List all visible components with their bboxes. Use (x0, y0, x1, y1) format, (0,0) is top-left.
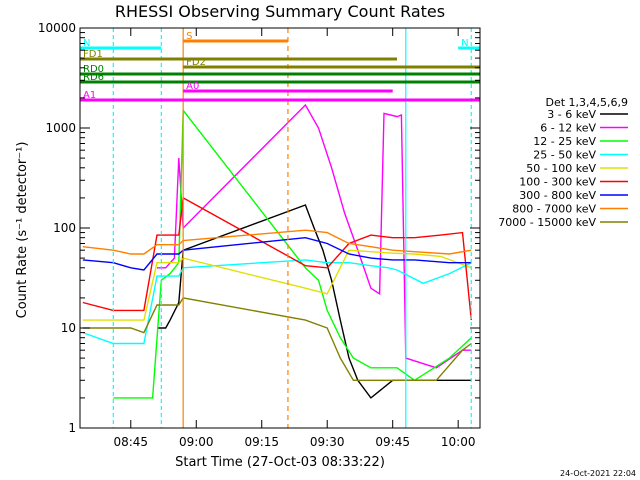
flag-label-3: FD1 (83, 49, 103, 60)
legend-label-1: 6 - 12 keV (540, 122, 596, 135)
series-line-6 (82, 236, 472, 271)
x-axis-label: Start Time (27-Oct-03 08:33:22) (175, 455, 385, 470)
flag-label-1: N (83, 38, 90, 49)
y-axis-label: Count Rate (s⁻¹ detector⁻¹) (15, 142, 30, 319)
x-tick-label-1: 09:00 (179, 435, 214, 449)
legend-label-5: 100 - 300 keV (519, 176, 596, 189)
legend-label-4: 50 - 100 keV (526, 162, 596, 175)
y-tick-label-0: 1 (68, 421, 76, 435)
legend-label-3: 25 - 50 keV (533, 149, 596, 162)
legend-label-2: 12 - 25 keV (533, 135, 596, 148)
flag-label-8: A1 (83, 90, 96, 101)
series-line-0 (157, 204, 472, 399)
legend-title: Det 1,3,4,5,6,9 (545, 96, 628, 109)
series-line-3 (82, 259, 472, 345)
flag-label-5: RD0 (83, 64, 104, 75)
flag-label-0: S (186, 31, 192, 42)
x-tick-label-2: 09:15 (244, 435, 279, 449)
series-line-7 (82, 229, 472, 255)
y-tick-label-2: 100 (53, 221, 76, 235)
legend-label-0: 3 - 6 keV (547, 108, 596, 121)
y-tick-label-3: 1000 (45, 121, 76, 135)
plot-area (82, 28, 472, 428)
series-line-8 (82, 297, 472, 381)
flag-label-7: A0 (186, 81, 199, 92)
legend-label-6: 300 - 800 keV (519, 189, 596, 202)
x-tick-label-4: 09:45 (375, 435, 410, 449)
x-axis: 08:45 09:00 09:15 09:30 09:45 10:00 (113, 28, 475, 449)
y-tick-label-4: 10000 (38, 21, 76, 35)
series-line-5 (82, 196, 472, 321)
y-axis: 1 10 100 1000 10000 (38, 21, 480, 435)
series-line-4 (82, 249, 472, 321)
flag-label-2: N (461, 38, 468, 49)
flag-label-4: FD2 (186, 57, 206, 68)
y-tick-label-1: 10 (61, 321, 76, 335)
x-tick-label-0: 08:45 (113, 435, 148, 449)
legend-label-8: 7000 - 15000 keV (498, 216, 596, 229)
timestamp: 24-Oct-2021 22:04 (560, 469, 636, 478)
flag-label-6: RD6 (83, 72, 104, 83)
legend-label-7: 800 - 7000 keV (512, 203, 596, 216)
chart-title: RHESSI Observing Summary Count Rates (115, 2, 445, 21)
x-tick-label-5: 10:00 (441, 435, 476, 449)
x-tick-label-3: 09:30 (310, 435, 345, 449)
